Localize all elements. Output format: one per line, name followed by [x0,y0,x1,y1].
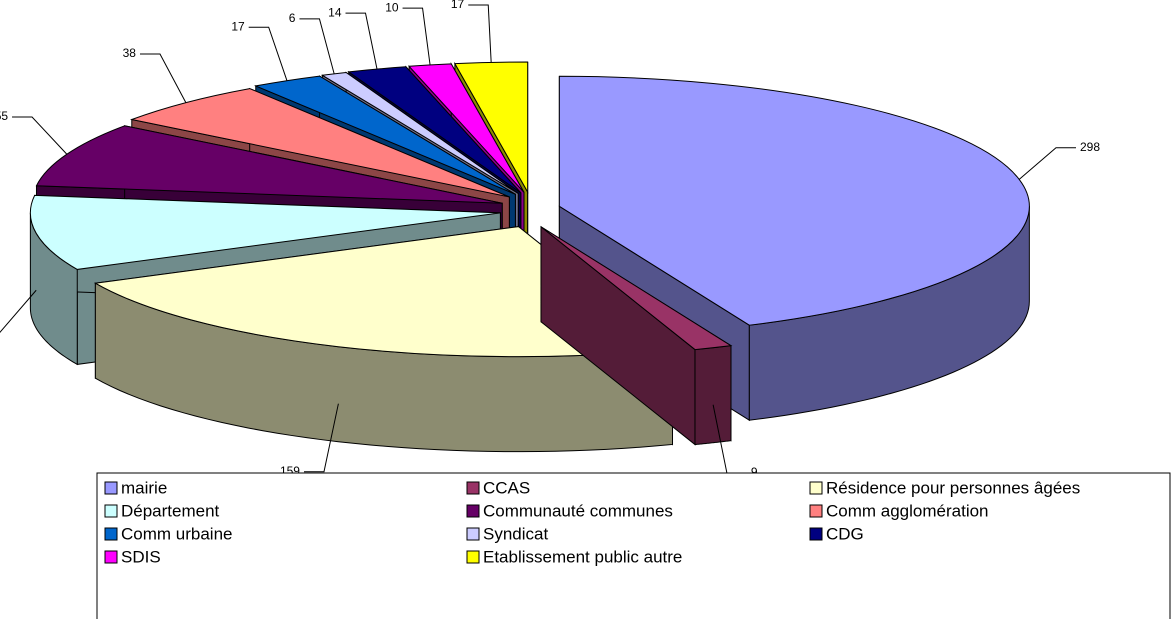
legend-label: Etablissement public autre [483,547,682,566]
value-label: 6 [289,11,296,25]
leader-line [402,7,431,66]
legend-label: Résidence pour personnes âgées [826,478,1080,497]
legend-swatch [466,481,480,495]
legend-swatch [809,481,823,495]
value-label: 38 [123,46,137,60]
legend-box [96,472,1171,624]
legend-label: CCAS [483,478,530,497]
legend-swatch [809,527,823,541]
value-label: 14 [328,5,342,19]
legend-swatch [104,550,118,564]
value-label: 298 [1080,140,1100,154]
legend-swatch [809,504,823,518]
value-label: 17 [451,0,465,11]
leader-line [1018,147,1077,180]
legend-label: mairie [121,478,167,497]
slice-wall [694,345,732,446]
slice [454,61,529,194]
value-label: 17 [231,19,245,33]
leader-line [303,403,339,473]
legend: mairie CCAS Résidence pour personnes âgées… [104,478,1080,566]
slice [540,226,733,351]
legend-swatch [104,481,118,495]
legend-swatch [466,550,480,564]
leader-line [468,4,492,63]
legend-label: Syndicat [483,524,548,543]
legend-label: Département [121,501,220,520]
slice [29,194,501,270]
legend-label: Comm urbaine [121,524,233,543]
leader-line [248,26,288,81]
legend-label: Comm agglomération [826,501,989,520]
value-label: 10 [385,0,399,14]
legend-swatch [466,504,480,518]
pie [29,61,1030,453]
slice [558,75,1030,326]
legend-label: Communauté communes [483,501,673,520]
legend-swatch [104,504,118,518]
slice [408,63,525,193]
legend-swatch [104,527,118,541]
value-label: 9 [751,465,758,479]
legend-label: CDG [826,524,864,543]
leader-line [12,116,68,155]
slice [320,71,519,194]
leader-line [299,18,335,74]
leader-line [0,289,37,334]
value-label: 55 [0,109,8,123]
legend-label: SDIS [121,547,161,566]
leader-line [139,53,187,103]
legend-swatch [466,527,480,541]
leader-line [345,12,378,70]
slice [254,75,516,195]
